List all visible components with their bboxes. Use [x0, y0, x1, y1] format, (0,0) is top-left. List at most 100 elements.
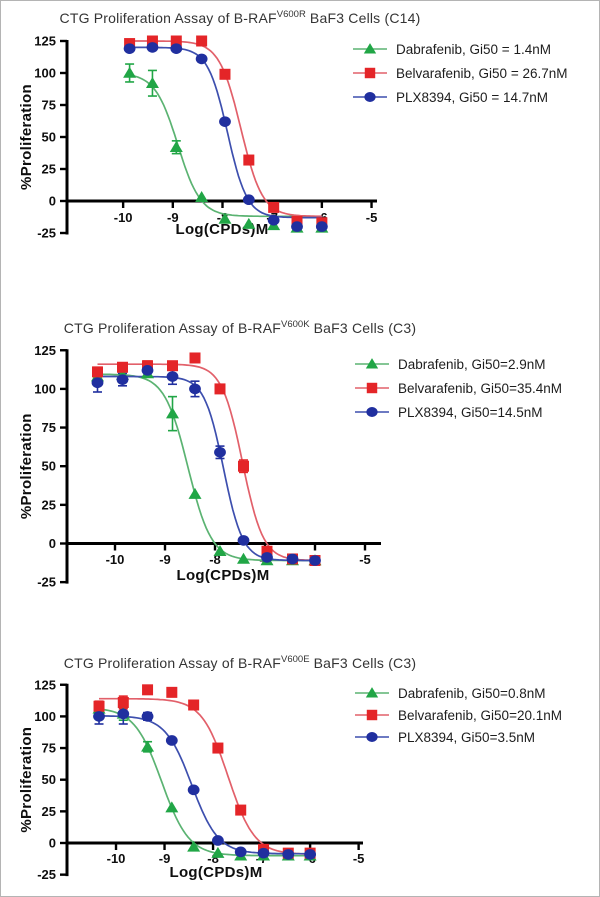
title-text: CTG Proliferation Assay of B-RAF	[63, 655, 282, 671]
x-tick-label: -5	[366, 210, 378, 225]
data-point-square	[93, 700, 105, 712]
title-text-suffix: BaF3 Cells (C14)	[305, 10, 421, 26]
data-point-circle	[189, 383, 201, 395]
title-text-suffix: BaF3 Cells (C3)	[309, 320, 417, 336]
data-point-square	[142, 684, 154, 696]
plot-area-v600e: 1251007550250-25-10-9-8-7-6-5%Proliferat…	[18, 677, 365, 882]
data-point-circle	[170, 43, 183, 54]
x-axis-label: Log(CPDs)M	[170, 864, 263, 881]
legend-label: Dabrafenib, Gi50=0.8nM	[398, 685, 546, 701]
data-point-square	[196, 35, 208, 47]
y-tick-label: 0	[49, 194, 56, 209]
y-tick-label: 50	[42, 130, 56, 145]
data-point-triangle	[188, 487, 202, 499]
y-tick-label: -25	[37, 867, 56, 882]
data-point-circle	[267, 214, 280, 226]
legend-item-belvarafenib: Belvarafenib, Gi50 = 26.7nM	[351, 65, 567, 81]
markers-dabrafenib	[91, 367, 322, 566]
title-text: CTG Proliferation Assay of B-RAF	[59, 10, 277, 26]
data-point-square	[170, 35, 182, 47]
data-point-circle	[234, 846, 247, 858]
y-tick-label: 100	[34, 709, 56, 724]
triangle-marker-icon	[353, 43, 387, 54]
y-tick-label: 125	[34, 34, 56, 49]
markers-dabrafenib	[123, 66, 329, 233]
x-tick-label: -9	[159, 851, 171, 866]
data-point-circle	[366, 731, 378, 743]
x-tick-label: -8	[207, 851, 219, 866]
data-point-circle	[304, 849, 317, 860]
y-axis-label: %Proliferation	[18, 413, 35, 519]
data-point-square	[268, 201, 280, 213]
title-superscript: V600R	[276, 9, 306, 20]
x-tick-label: -10	[107, 851, 126, 866]
y-tick-label: 50	[42, 459, 56, 474]
data-point-square	[238, 460, 249, 472]
circle-marker-icon	[355, 406, 389, 418]
title-superscript: V600K	[281, 319, 310, 330]
data-point-circle	[195, 53, 208, 65]
data-point-triangle	[166, 407, 179, 419]
x-tick-label: -5	[359, 552, 371, 567]
data-point-circle	[141, 711, 154, 722]
data-point-circle	[315, 221, 328, 232]
fit-curve	[129, 74, 322, 218]
data-point-triangle	[145, 77, 159, 89]
series-belvarafenib	[93, 360, 315, 562]
x-tick-label: -10	[106, 552, 125, 567]
title-superscript: V600E	[281, 654, 310, 665]
data-point-triangle	[365, 358, 379, 369]
square-marker-icon	[355, 709, 389, 721]
data-point-square	[364, 67, 376, 79]
triangle-marker-icon	[355, 358, 389, 369]
data-point-circle	[242, 194, 255, 206]
title-text-suffix: BaF3 Cells (C3)	[309, 655, 417, 671]
data-point-circle	[165, 735, 178, 746]
markers-belvarafenib	[92, 352, 321, 567]
chart-panel-v600e: 1251007550250-25-10-9-8-7-6-5%Proliferat…	[1, 641, 599, 896]
data-point-circle	[117, 708, 130, 720]
series-plx8394	[94, 702, 311, 855]
y-tick-label: 0	[49, 536, 56, 551]
markers-plx8394	[123, 42, 328, 232]
data-point-circle	[116, 374, 129, 385]
data-point-circle	[309, 555, 321, 566]
legend-item-dabrafenib: Dabrafenib, Gi50 = 1.4nM	[351, 41, 551, 57]
square-marker-icon	[355, 382, 389, 394]
data-point-square	[166, 686, 178, 698]
data-point-square	[366, 709, 378, 721]
y-tick-label: 50	[42, 772, 56, 787]
data-point-triangle	[123, 66, 137, 78]
chart-title: CTG Proliferation Assay of B-RAFV600K Ba…	[1, 319, 479, 336]
fit-curve	[98, 708, 311, 857]
x-axis-label: Log(CPDs)M	[177, 567, 270, 584]
data-point-square	[214, 383, 226, 395]
data-point-triangle	[218, 212, 232, 224]
legend-item-belvarafenib: Belvarafenib, Gi50=35.4nM	[353, 380, 562, 396]
data-point-circle	[91, 377, 104, 389]
chart-title: CTG Proliferation Assay of B-RAFV600E Ba…	[1, 654, 479, 671]
data-point-square	[117, 696, 129, 708]
data-point-circle	[364, 91, 376, 103]
data-point-circle	[261, 552, 273, 563]
legend-label: Dabrafenib, Gi50=2.9nM	[398, 356, 546, 372]
legend-item-dabrafenib: Dabrafenib, Gi50=0.8nM	[353, 685, 545, 701]
triangle-marker-icon	[355, 687, 389, 698]
title-text: CTG Proliferation Assay of B-RAF	[63, 320, 282, 336]
data-point-square	[243, 154, 255, 166]
data-point-triangle	[165, 801, 179, 813]
chart-title: CTG Proliferation Assay of B-RAFV600R Ba…	[1, 9, 479, 26]
data-point-circle	[286, 553, 299, 565]
x-tick-label: -5	[353, 851, 365, 866]
ticks	[60, 39, 373, 235]
fit-curve	[99, 697, 311, 855]
data-point-circle	[214, 446, 226, 458]
data-point-square	[219, 68, 231, 80]
y-tick-label: 25	[42, 162, 56, 177]
legend-item-plx8394: PLX8394, Gi50=3.5nM	[353, 729, 535, 745]
legend-label: PLX8394, Gi50 = 14.7nM	[396, 89, 548, 105]
markers-dabrafenib	[92, 702, 317, 861]
